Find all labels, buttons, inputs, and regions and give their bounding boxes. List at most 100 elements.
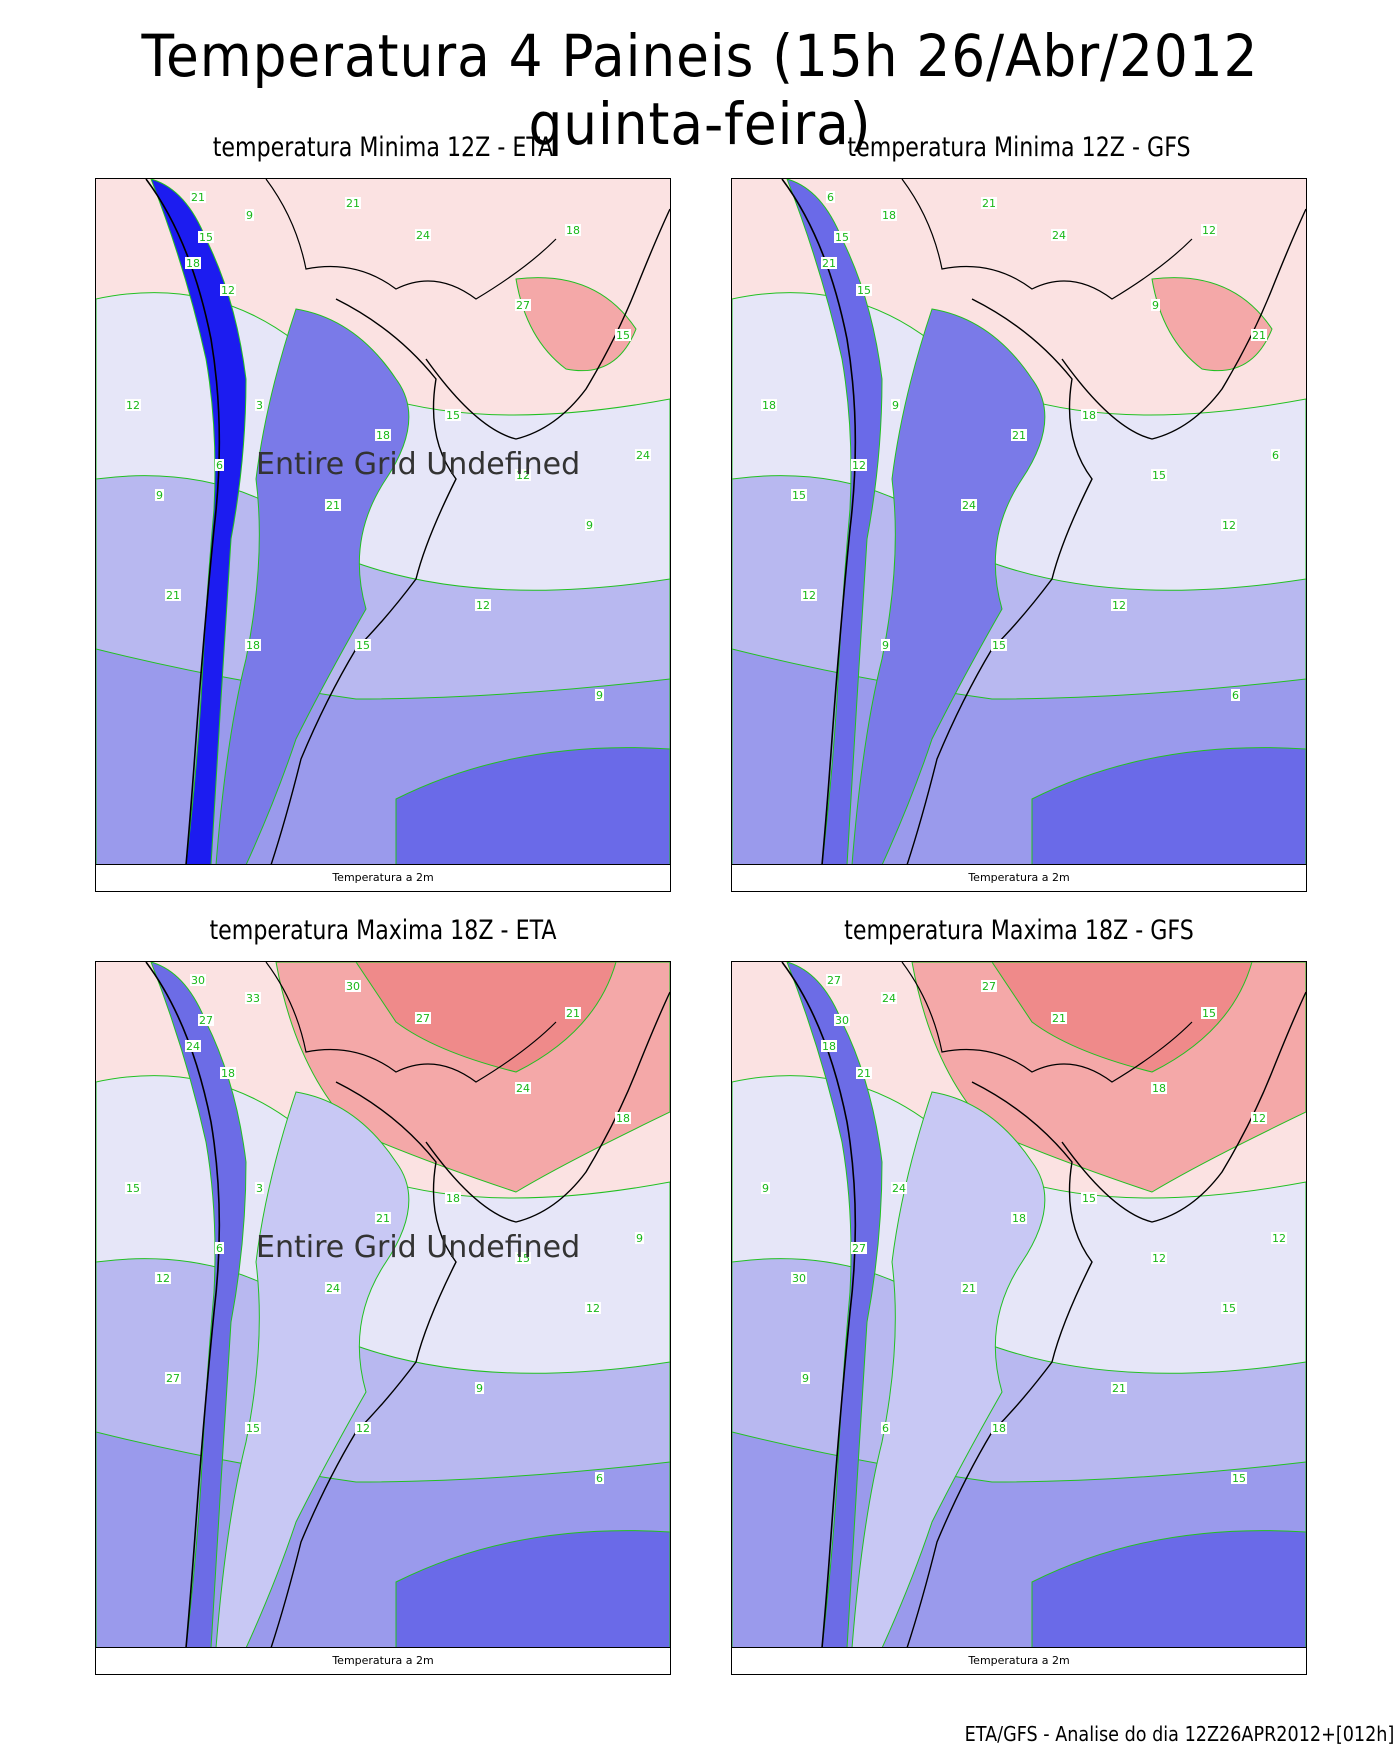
contour-label: 24 — [515, 1082, 531, 1095]
contour-label: 9 — [155, 489, 164, 502]
svg-text:21: 21 — [1252, 329, 1266, 342]
contour-label: 6 — [1231, 689, 1240, 702]
country-border — [901, 179, 1193, 300]
contour-label: 9 — [635, 1232, 644, 1245]
map-frame: 27 30 18 21 24 27 21 18 15 12 9 30 27 24 21 18 15 12 15 12 9… — [731, 961, 1307, 1675]
contour-label: 27 — [851, 1242, 867, 1255]
svg-text:12: 12 — [1252, 1112, 1266, 1125]
country-border — [265, 179, 557, 300]
svg-text:21: 21 — [822, 257, 836, 270]
svg-text:18: 18 — [1152, 1082, 1166, 1095]
contour-label: 15 — [125, 1182, 141, 1195]
contour-label: 24 — [415, 229, 431, 242]
svg-text:24: 24 — [416, 229, 430, 242]
panel-title: temperatura Maxima 18Z - GFS — [844, 915, 1194, 946]
country-border — [270, 298, 457, 865]
band-coldest-sea — [395, 1530, 670, 1648]
map-frame: 30 27 24 18 33 30 27 24 21 18 15 12 6 3 24 21 18 15 12 9 27 1… — [95, 961, 671, 1675]
svg-text:6: 6 — [827, 191, 834, 204]
svg-text:9: 9 — [1152, 299, 1159, 312]
svg-text:24: 24 — [892, 1182, 906, 1195]
svg-text:27: 27 — [827, 974, 841, 987]
contour-label: 30 — [345, 980, 361, 993]
svg-text:9: 9 — [762, 1182, 769, 1195]
contour-label: 18 — [185, 257, 201, 270]
contour-label: 21 — [165, 589, 181, 602]
contour-label: 15 — [355, 639, 371, 652]
svg-text:30: 30 — [835, 1014, 849, 1027]
contour-label: 21 — [821, 257, 837, 270]
contour-label: 21 — [1111, 1382, 1127, 1395]
band-continent-cold — [215, 1091, 410, 1648]
band-warm-spot — [1151, 277, 1273, 372]
contour-label: 3 — [255, 399, 264, 412]
temperature-map: 30 27 24 18 33 30 27 24 21 18 15 12 6 3 24 21 18 15 12 9 27 1… — [96, 962, 670, 1648]
svg-text:24: 24 — [186, 1040, 200, 1053]
contour-label: 24 — [635, 449, 651, 462]
svg-text:9: 9 — [892, 399, 899, 412]
svg-text:6: 6 — [216, 1242, 223, 1255]
svg-text:18: 18 — [1082, 409, 1096, 422]
svg-text:6: 6 — [216, 459, 223, 472]
country-border — [906, 1081, 1093, 1648]
svg-text:6: 6 — [1272, 449, 1279, 462]
svg-text:27: 27 — [416, 1012, 430, 1025]
pacific-coastline — [145, 962, 221, 1648]
contour-label: 3 — [255, 1182, 264, 1195]
pacific-coastline — [781, 179, 857, 865]
svg-text:15: 15 — [992, 639, 1006, 652]
svg-text:9: 9 — [802, 1372, 809, 1385]
band-coldest-sea — [1031, 1530, 1306, 1648]
svg-text:15: 15 — [446, 409, 460, 422]
svg-text:12: 12 — [1272, 1232, 1286, 1245]
atlantic-coastline — [425, 991, 670, 1223]
contour-label: 12 — [1201, 224, 1217, 237]
svg-text:18: 18 — [822, 1040, 836, 1053]
svg-text:6: 6 — [882, 1422, 889, 1435]
svg-text:9: 9 — [586, 519, 593, 532]
svg-text:12: 12 — [221, 284, 235, 297]
contour-label: 21 — [1011, 429, 1027, 442]
svg-text:30: 30 — [792, 1272, 806, 1285]
contour-label: 21 — [1251, 329, 1267, 342]
contour-label: 9 — [585, 519, 594, 532]
svg-text:15: 15 — [1152, 469, 1166, 482]
contour-label: 12 — [1271, 1232, 1287, 1245]
svg-text:21: 21 — [962, 1282, 976, 1295]
contour-label: 6 — [215, 459, 224, 472]
contour-label: 12 — [355, 1422, 371, 1435]
panel-title: temperatura Minima 12Z - ETA — [212, 132, 554, 163]
contour-label: 6 — [881, 1422, 890, 1435]
contour-label: 27 — [826, 974, 842, 987]
svg-text:30: 30 — [346, 980, 360, 993]
svg-text:12: 12 — [356, 1422, 370, 1435]
band-andes-ridge — [150, 179, 247, 865]
svg-text:12: 12 — [476, 599, 490, 612]
svg-text:27: 27 — [166, 1372, 180, 1385]
svg-text:18: 18 — [446, 1192, 460, 1205]
contour-label: 12 — [155, 1272, 171, 1285]
country-border — [901, 962, 1193, 1083]
svg-text:12: 12 — [156, 1272, 170, 1285]
svg-text:33: 33 — [246, 992, 260, 1005]
svg-text:15: 15 — [126, 1182, 140, 1195]
contour-label: 12 — [585, 1302, 601, 1315]
contour-label: 15 — [991, 639, 1007, 652]
contour-label: 18 — [881, 209, 897, 222]
contour-label: 27 — [415, 1012, 431, 1025]
contour-label: 9 — [595, 689, 604, 702]
contour-label: 30 — [834, 1014, 850, 1027]
svg-text:15: 15 — [1222, 1302, 1236, 1315]
map-caption: Temperatura a 2m — [732, 1647, 1306, 1674]
svg-text:15: 15 — [199, 231, 213, 244]
svg-text:27: 27 — [982, 980, 996, 993]
svg-text:9: 9 — [156, 489, 163, 502]
contour-label: 15 — [245, 1422, 261, 1435]
svg-text:21: 21 — [1112, 1382, 1126, 1395]
contour-label: 12 — [1111, 599, 1127, 612]
svg-text:15: 15 — [356, 639, 370, 652]
svg-text:18: 18 — [992, 1422, 1006, 1435]
svg-text:18: 18 — [1012, 1212, 1026, 1225]
page-title: Temperatura 4 Paineis (15h 26/Abr/2012 q… — [141, 22, 1259, 158]
contour-label: 18 — [1081, 409, 1097, 422]
